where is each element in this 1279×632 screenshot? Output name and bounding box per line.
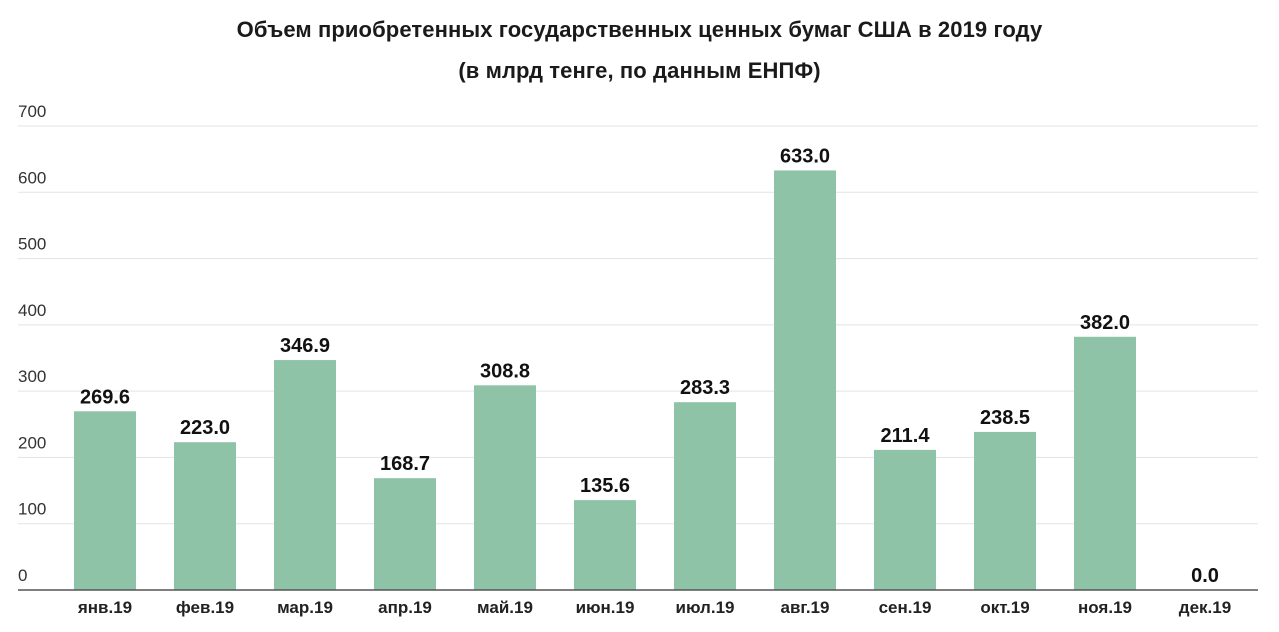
data-label: 382.0 [1080, 312, 1130, 334]
data-label: 168.7 [380, 453, 430, 475]
bar-фев.19 [174, 442, 236, 590]
x-tick-label: янв.19 [77, 598, 132, 617]
data-label: 238.5 [980, 407, 1030, 429]
bar-май.19 [474, 385, 536, 590]
x-tick-label: ноя.19 [1078, 598, 1132, 617]
chart-title: Объем приобретенных государственных ценн… [236, 17, 1043, 42]
data-label: 135.6 [580, 475, 630, 497]
data-label: 346.9 [280, 335, 330, 357]
bar-июн.19 [574, 500, 636, 590]
data-label: 633.0 [780, 145, 830, 167]
x-tick-label: июн.19 [576, 598, 635, 617]
data-label: 223.0 [180, 417, 230, 439]
bar-янв.19 [74, 411, 136, 590]
x-tick-label: фев.19 [176, 598, 234, 617]
x-tick-label: апр.19 [378, 598, 432, 617]
bar-сен.19 [874, 449, 936, 590]
x-tick-label: май.19 [477, 598, 533, 617]
data-label: 211.4 [881, 425, 931, 447]
y-tick-label: 700 [18, 102, 46, 121]
y-tick-label: 500 [18, 235, 46, 254]
y-tick-label: 400 [18, 301, 46, 320]
y-tick-label: 600 [18, 168, 46, 187]
bar-мар.19 [274, 360, 336, 590]
y-tick-label: 0 [18, 566, 27, 585]
y-tick-label: 200 [18, 433, 46, 452]
chart-subtitle: (в млрд тенге, по данным ЕНПФ) [458, 58, 821, 83]
data-label: 283.3 [680, 377, 730, 399]
data-label: 269.6 [80, 386, 130, 408]
x-tick-label: авг.19 [781, 598, 830, 617]
x-tick-label: мар.19 [277, 598, 333, 617]
data-label: 308.8 [480, 360, 530, 382]
bar-апр.19 [374, 478, 436, 590]
y-tick-label: 300 [18, 367, 46, 386]
x-tick-label: окт.19 [980, 598, 1029, 617]
x-tick-label: сен.19 [879, 598, 932, 617]
bar-июл.19 [674, 402, 736, 590]
data-label: 0.0 [1191, 565, 1219, 587]
bar-ноя.19 [1074, 336, 1136, 590]
x-tick-label: июл.19 [676, 598, 735, 617]
x-tick-label: дек.19 [1179, 598, 1231, 617]
y-tick-label: 100 [18, 500, 46, 519]
bar-авг.19 [774, 170, 836, 590]
bar-окт.19 [974, 431, 1036, 590]
